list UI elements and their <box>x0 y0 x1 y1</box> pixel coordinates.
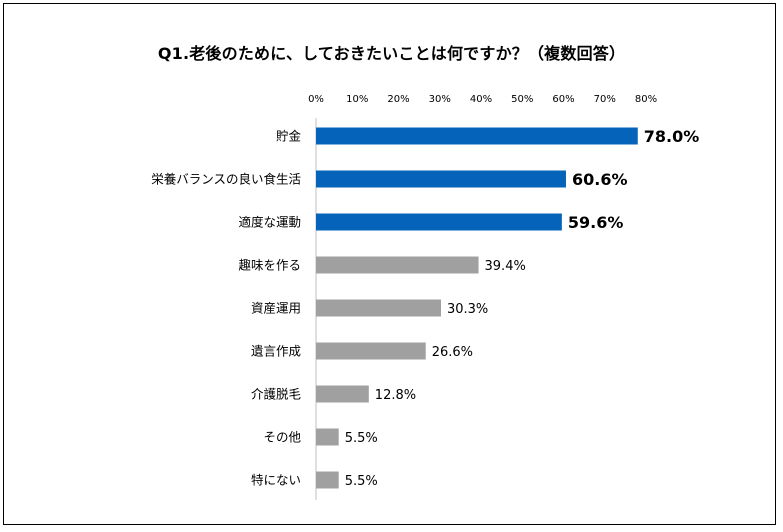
bar <box>316 471 339 489</box>
x-tick-label: 30% <box>429 94 451 105</box>
data-label: 5.5% <box>345 431 378 446</box>
bar <box>316 385 369 403</box>
data-label: 59.6% <box>568 213 624 232</box>
category-label: 貯金 <box>276 129 302 144</box>
category-label: 趣味を作る <box>238 258 301 273</box>
x-tick-label: 10% <box>346 94 368 105</box>
bar <box>316 127 638 145</box>
category-label: 遺言作成 <box>251 344 301 359</box>
x-tick-label: 0% <box>308 94 324 105</box>
bar <box>316 342 426 360</box>
bar <box>316 170 566 188</box>
data-label: 78.0% <box>644 127 700 146</box>
chart-title: Q1.老後のために、しておきたいことは何ですか？（複数回答） <box>157 44 626 63</box>
bar <box>316 256 479 274</box>
x-tick-label: 60% <box>552 94 574 105</box>
x-tick-label: 20% <box>387 94 409 105</box>
data-label: 26.6% <box>432 345 473 360</box>
x-tick-label: 40% <box>470 94 492 105</box>
category-label: 介護脱毛 <box>251 387 302 402</box>
x-tick-label: 50% <box>511 94 533 105</box>
x-tick-label: 80% <box>635 94 657 105</box>
category-label: 適度な運動 <box>238 215 301 230</box>
data-label: 30.3% <box>447 302 488 317</box>
bar <box>316 213 562 231</box>
data-label: 39.4% <box>485 259 526 274</box>
bar <box>316 299 441 317</box>
category-label: その他 <box>263 430 301 445</box>
data-label: 12.8% <box>375 388 416 403</box>
data-label: 60.6% <box>572 170 628 189</box>
bar <box>316 428 339 446</box>
category-label: 特にない <box>251 473 301 488</box>
data-label: 5.5% <box>345 474 378 489</box>
category-label: 資産運用 <box>251 301 301 316</box>
x-tick-label: 70% <box>594 94 616 105</box>
category-label: 栄養バランスの良い食生活 <box>151 172 301 187</box>
